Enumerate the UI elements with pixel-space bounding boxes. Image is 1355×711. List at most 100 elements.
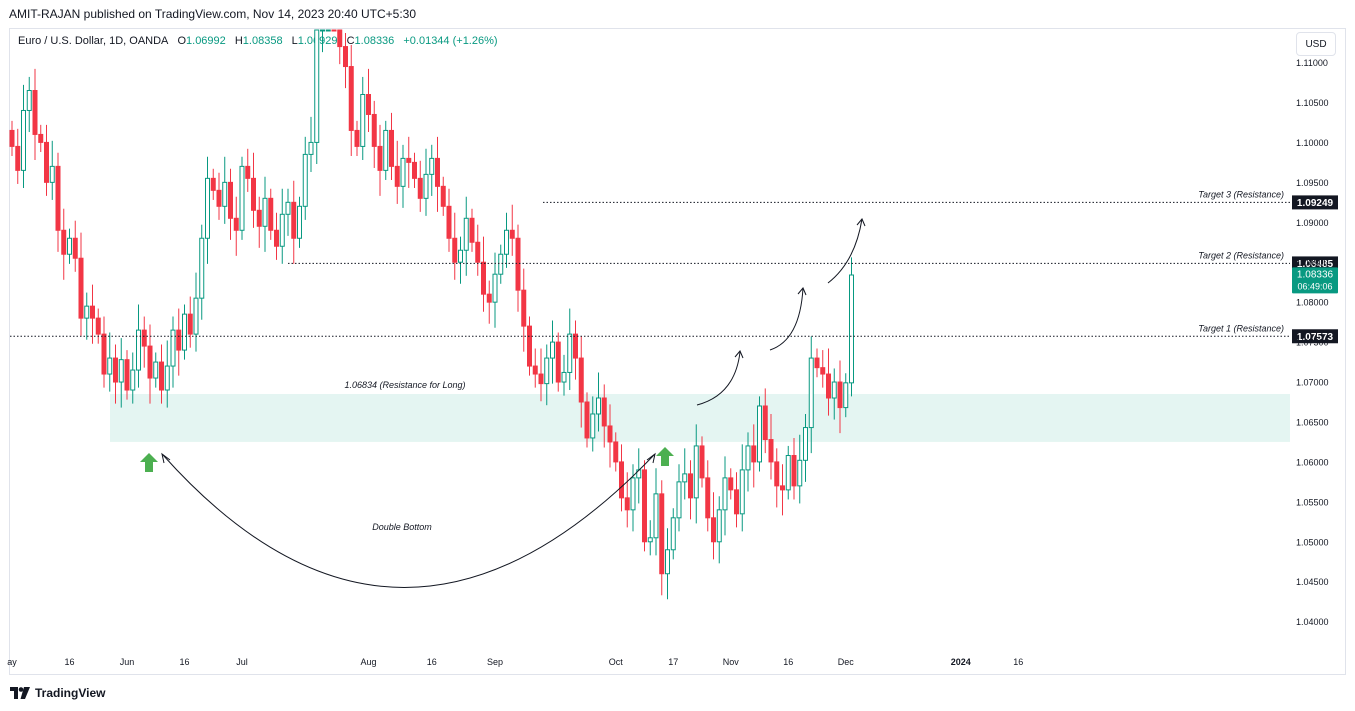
- candle-body: [187, 313, 193, 335]
- candle: [38, 124, 44, 153]
- candle-body: [124, 359, 130, 391]
- x-tick-label: 16: [783, 657, 793, 667]
- candle: [417, 160, 423, 212]
- candle-body: [233, 217, 239, 231]
- candle: [647, 520, 653, 556]
- y-tick-label: 1.07000: [1296, 378, 1329, 388]
- candle: [182, 304, 187, 360]
- candle-body: [95, 317, 101, 335]
- x-tick-label: ay: [7, 657, 17, 667]
- candle: [141, 316, 147, 368]
- candle-body: [837, 381, 843, 409]
- candle: [383, 120, 389, 180]
- close-label: C: [346, 35, 355, 47]
- candle: [705, 460, 711, 532]
- currency-button[interactable]: USD: [1296, 32, 1336, 56]
- candle: [498, 244, 504, 284]
- candle-body: [130, 369, 136, 391]
- candle-body: [463, 217, 469, 251]
- candle: [354, 120, 360, 156]
- candle-body: [751, 445, 757, 463]
- candle-body: [78, 257, 84, 319]
- candle: [285, 188, 291, 236]
- candle-body: [164, 365, 170, 391]
- candle-body: [366, 93, 371, 115]
- candle: [337, 29, 343, 65]
- candle: [107, 332, 113, 392]
- candle-body: [676, 481, 682, 519]
- candle: [205, 156, 210, 264]
- candle: [394, 140, 400, 204]
- candle: [670, 508, 676, 560]
- candle-body: [136, 329, 141, 371]
- chart-frame: [9, 28, 1346, 675]
- candle: [233, 196, 239, 256]
- candle-body: [757, 405, 762, 463]
- price-tag: [1292, 195, 1338, 210]
- candle: [676, 464, 682, 532]
- candle-body: [153, 361, 159, 379]
- candle-body: [596, 397, 601, 415]
- candle-body: [412, 161, 417, 179]
- candle: [722, 456, 728, 536]
- candle-body: [728, 477, 734, 491]
- candle: [343, 32, 348, 89]
- candle: [136, 304, 141, 388]
- candle: [400, 144, 406, 208]
- candle: [9, 120, 15, 156]
- projection-arrow: [696, 351, 741, 406]
- candle-body: [256, 209, 262, 227]
- candle: [613, 432, 619, 472]
- candle-body: [452, 237, 458, 263]
- candle: [325, 29, 331, 32]
- candle: [739, 444, 745, 532]
- y-tick-label: 1.05000: [1296, 537, 1329, 547]
- symbol-title[interactable]: Euro / U.S. Dollar, 1D, OANDA: [18, 35, 169, 47]
- current-price-tag: [1292, 267, 1338, 294]
- candle: [256, 196, 262, 248]
- candle: [481, 236, 486, 312]
- candle: [843, 373, 849, 418]
- y-tick-label: 1.10500: [1296, 98, 1329, 108]
- buy-arrow-icon: [656, 447, 674, 466]
- candle-body: [406, 157, 412, 163]
- candle-body: [193, 297, 199, 335]
- candle-body: [785, 455, 791, 491]
- candle-body: [90, 305, 95, 319]
- candle: [245, 148, 251, 192]
- candle-body: [734, 489, 739, 515]
- candle-body: [481, 261, 486, 295]
- zone-label: 1.06834 (Resistance for Long): [344, 380, 465, 390]
- candle-body: [630, 477, 636, 511]
- candle-body: [739, 469, 745, 515]
- price-tag: [1292, 329, 1338, 344]
- candle-body: [711, 517, 716, 543]
- tradingview-brand: TradingView: [35, 686, 106, 700]
- candle: [78, 232, 84, 336]
- candle: [279, 188, 285, 264]
- tradingview-footer[interactable]: TradingView: [10, 686, 105, 700]
- x-tick-label: 16: [427, 657, 437, 667]
- candle-body: [389, 129, 394, 167]
- candle-body: [544, 357, 550, 385]
- current-price-value: 1.08336: [1297, 269, 1334, 280]
- candle: [653, 468, 659, 556]
- high-label: H: [234, 35, 243, 47]
- candle: [578, 336, 584, 428]
- candle: [262, 176, 268, 252]
- candle: [555, 332, 561, 392]
- candle-body: [159, 361, 164, 391]
- candle-body: [849, 274, 854, 384]
- candle: [515, 224, 521, 312]
- candles: [9, 29, 854, 600]
- candle-body: [820, 367, 826, 375]
- candle: [688, 460, 693, 520]
- candle-body: [521, 289, 527, 327]
- candle: [210, 168, 216, 200]
- candle: [636, 448, 642, 504]
- candle: [751, 424, 757, 488]
- candle-body: [492, 273, 498, 303]
- candle: [164, 340, 170, 408]
- price-tag: [1292, 256, 1338, 271]
